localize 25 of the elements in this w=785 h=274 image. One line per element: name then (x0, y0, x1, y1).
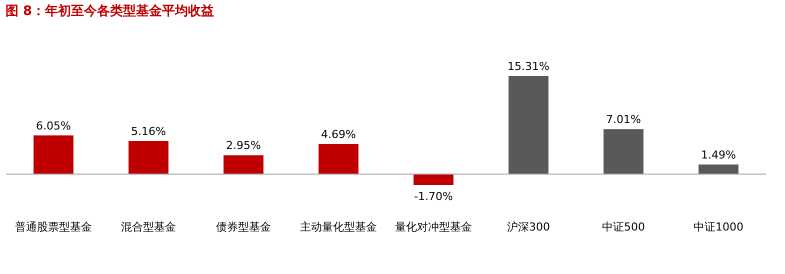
data-label: 7.01% (606, 113, 641, 126)
data-label: 5.16% (131, 125, 166, 138)
data-label: 2.95% (226, 139, 261, 152)
x-tick-label: 沪深300 (507, 220, 550, 234)
x-tick-label: 中证500 (602, 220, 645, 234)
bar (508, 76, 548, 174)
bar (604, 129, 644, 174)
x-tick-label: 债券型基金 (216, 220, 271, 234)
data-label: 15.31% (508, 60, 550, 73)
bar (128, 141, 168, 174)
x-tick-label: 混合型基金 (121, 220, 176, 234)
bar (414, 174, 454, 185)
data-label: -1.70% (414, 190, 453, 203)
bar (224, 155, 264, 174)
bar (318, 144, 358, 174)
x-tick-label: 中证1000 (694, 220, 744, 234)
data-label: 1.49% (701, 148, 736, 162)
chart-title: 图 8：年初至今各类型基金平均收益 (6, 3, 214, 19)
x-tick-label: 普通股票型基金 (15, 220, 92, 234)
data-label: 4.69% (321, 128, 356, 142)
bar (34, 135, 74, 174)
bar (698, 164, 738, 174)
x-tick-label: 主动量化型基金 (300, 220, 377, 234)
data-label: 6.05% (36, 119, 71, 132)
x-tick-label: 量化对冲型基金 (395, 220, 472, 234)
